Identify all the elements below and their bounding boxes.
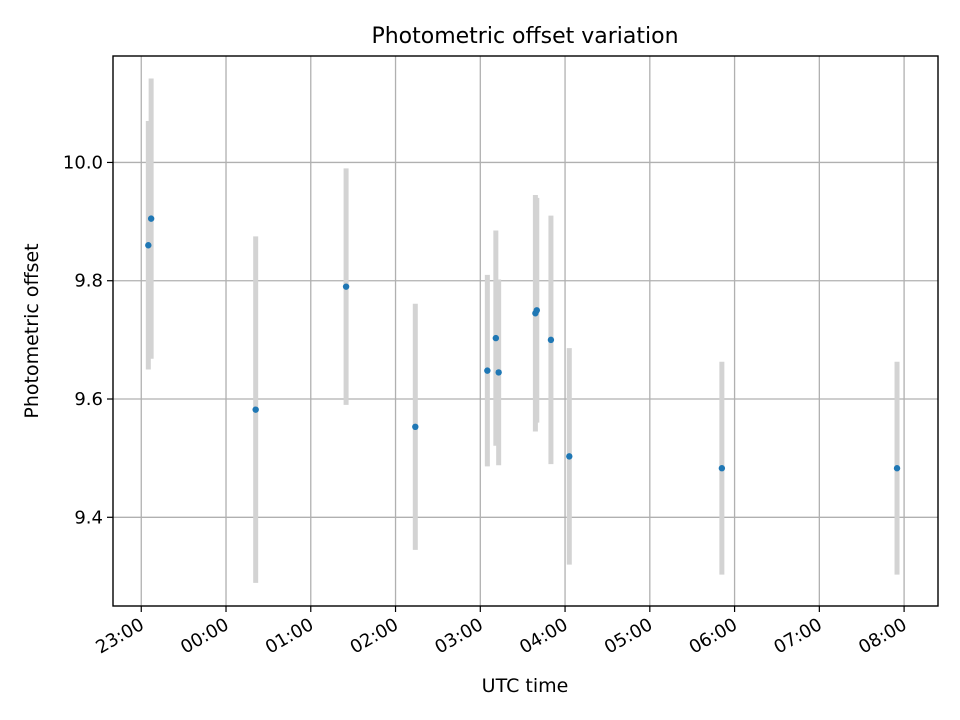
data-point [342,283,350,290]
plot-frame [112,55,939,607]
data-point [412,423,419,431]
error-bars [145,78,900,583]
x-tick-label: 04:00 [516,614,571,658]
grid [113,56,938,606]
data-point [252,406,259,413]
y-tick-label: 9.4 [74,507,103,528]
data-point [533,307,541,314]
y-tick-label: 10.0 [63,152,103,173]
x-tick-label: 01:00 [262,614,317,658]
x-axis-label: UTC time [482,675,569,697]
data-point [147,215,155,222]
chart-title: Photometric offset variation [371,24,678,49]
data-point [893,465,901,472]
data-point [718,465,726,472]
y-axis-label: Photometric offset [21,243,43,418]
data-point [145,242,152,249]
y-axis-ticks: 9.4 9.6 9.8 10.0 [63,152,113,528]
x-axis-ticks: 23:00 00:00 01:00 02:00 03:00 04:00 05:00 06:00… [92,606,911,658]
x-tick-label: 05:00 [601,614,656,658]
y-tick-label: 9.6 [74,389,103,410]
x-tick-label: 02:00 [347,614,402,658]
data-point [547,336,555,344]
data-point [484,367,491,374]
x-tick-label: 23:00 [92,614,147,658]
y-tick-label: 9.8 [74,271,103,292]
x-tick-label: 07:00 [770,614,825,658]
data-point [566,453,573,460]
x-tick-label: 08:00 [855,614,910,658]
x-tick-label: 03:00 [431,614,486,658]
data-point [495,369,502,376]
data-points [145,215,901,472]
x-tick-label: 06:00 [686,614,741,658]
data-point [492,334,500,342]
x-tick-label: 00:00 [177,614,232,658]
